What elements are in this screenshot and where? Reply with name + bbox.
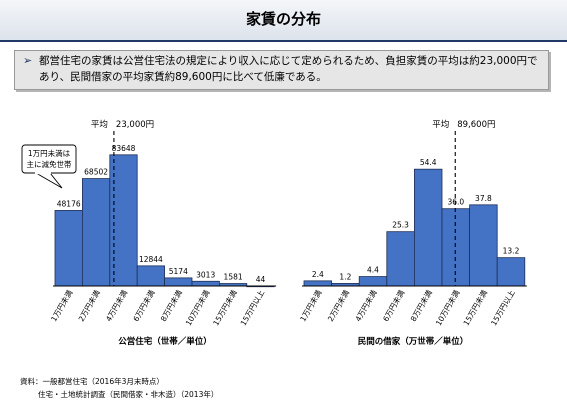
mean-value-label: 23,000円 xyxy=(116,120,154,130)
bar-value-label: 36.0 xyxy=(447,198,464,207)
bar xyxy=(441,208,471,287)
bar xyxy=(413,168,443,287)
bar-value-label: 48176 xyxy=(57,199,81,208)
summary-box: ➢ 都営住宅の家賃は公営住宅法の規定により収入に応じて定められるため、負担家賃の… xyxy=(14,50,549,90)
bar-value-label: 54.4 xyxy=(420,158,437,167)
bar-value-label: 2.4 xyxy=(312,270,324,279)
bar-value-label: 25.3 xyxy=(392,221,409,230)
bar-value-label: 13.2 xyxy=(503,247,520,256)
x-tick-label: 15万円未満 xyxy=(461,288,490,328)
bar xyxy=(303,280,333,287)
callout-line1: 1万円未満は xyxy=(28,148,71,158)
bar-value-label: 44 xyxy=(256,275,266,284)
bar-value-label: 1581 xyxy=(224,273,243,282)
bar-value-label: 37.8 xyxy=(475,194,492,203)
bar-value-label: 1.2 xyxy=(339,272,351,281)
source-note-line1: 資料：一般都営住宅（2016年3月末時点） xyxy=(20,377,164,386)
page-title: 家賃の分布 xyxy=(245,10,321,28)
x-tick-label: 2万円未満 xyxy=(325,288,351,324)
x-tick-label: 6万円未満 xyxy=(380,288,406,324)
callout-line2: 主に減免世帯 xyxy=(27,159,72,169)
bar xyxy=(358,276,388,287)
bar-value-label: 4.4 xyxy=(367,266,379,275)
bar-value-label: 83648 xyxy=(112,144,136,153)
x-tick-label: 4万円未満 xyxy=(353,288,379,324)
bar-value-label: 5174 xyxy=(169,267,188,276)
bar xyxy=(496,257,526,287)
x-tick-label: 8万円未満 xyxy=(408,288,434,324)
mean-label: 平均 xyxy=(91,119,108,130)
source-note-line2: 住宅・土地統計調査（民間借家・非木造）（2013年） xyxy=(38,390,219,399)
x-tick-label: 15万円以上 xyxy=(489,288,517,327)
x-tick-label: 1万円未満 xyxy=(297,288,323,324)
callout-joint xyxy=(35,171,51,175)
bar xyxy=(82,178,111,287)
x-axis-title: 民間の借家（万世帯／単位） xyxy=(358,336,469,347)
summary-text: 都営住宅の家賃は公営住宅法の規定により収入に応じて定められるため、負担家賃の平均… xyxy=(39,55,538,83)
bar-value-label: 12844 xyxy=(139,255,163,264)
mean-value-label: 89,600円 xyxy=(457,120,495,130)
title-band: 家賃の分布 xyxy=(0,0,567,42)
mean-label: 平均 xyxy=(432,119,449,130)
arrow-bullet-icon: ➢ xyxy=(23,54,33,67)
bar-value-label: 3013 xyxy=(196,270,215,279)
bar-value-label: 68502 xyxy=(84,168,108,177)
x-tick-label: 10万円未満 xyxy=(433,288,462,328)
bar xyxy=(386,231,415,287)
bar xyxy=(469,204,498,287)
x-axis-title: 公営住宅（世帯／単位） xyxy=(118,336,212,347)
